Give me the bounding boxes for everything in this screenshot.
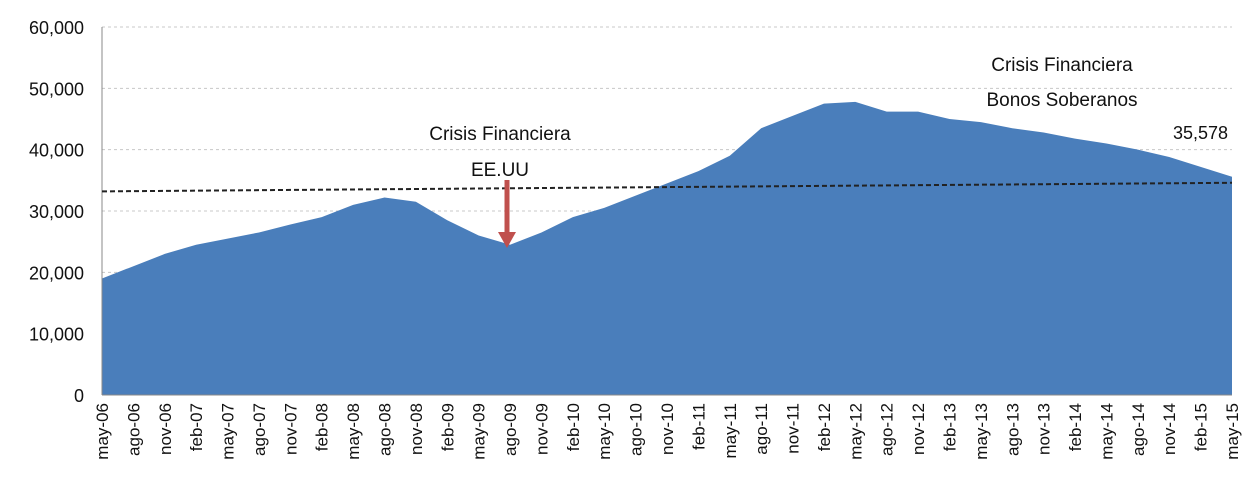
y-tick-label: 20,000 xyxy=(29,263,84,283)
reference-line xyxy=(101,181,1233,193)
annotation: Crisis Financiera xyxy=(429,124,571,145)
x-tick-label: nov-08 xyxy=(407,403,426,455)
x-tick-label: nov-11 xyxy=(784,403,803,454)
x-tick-label: feb-11 xyxy=(689,403,708,450)
x-tick-label: nov-12 xyxy=(909,403,928,455)
x-tick-label: may-15 xyxy=(1223,403,1242,460)
x-tick-label: feb-09 xyxy=(438,403,457,451)
y-tick-label: 10,000 xyxy=(29,325,84,345)
x-tick-label: nov-10 xyxy=(658,403,677,455)
plot: 0 10,000 20,000 30,000 40,000 50,000 60,000 may… xyxy=(29,18,1242,460)
x-tick-label: may-12 xyxy=(846,403,865,460)
x-tick-label: ago-10 xyxy=(627,403,646,456)
x-tick-label: ago-12 xyxy=(878,403,897,456)
x-tick-label: may-08 xyxy=(344,403,363,460)
arrow-head xyxy=(498,232,516,248)
x-tick-label: ago-06 xyxy=(124,403,143,456)
annotation: Crisis Financiera xyxy=(991,55,1133,76)
x-tick-label: may-07 xyxy=(219,403,238,460)
x-tick-label: may-14 xyxy=(1097,403,1116,460)
y-tick-label: 0 xyxy=(74,386,84,406)
x-tick-label: feb-07 xyxy=(187,403,206,451)
x-tick-label: may-11 xyxy=(721,403,740,458)
x-tick-label: nov-09 xyxy=(532,403,551,455)
x-tick-label: nov-13 xyxy=(1035,403,1054,455)
x-tick-label: ago-13 xyxy=(1003,403,1022,456)
x-tick-label: ago-08 xyxy=(376,403,395,456)
x-tick-label: ago-09 xyxy=(501,403,520,456)
annotation: Bonos Soberanos xyxy=(986,90,1137,111)
x-tick-label: may-10 xyxy=(595,403,614,460)
x-tick-label: feb-08 xyxy=(313,403,332,451)
x-tick-label: ago-11 xyxy=(752,403,771,455)
area xyxy=(102,101,1232,396)
x-tick-label: feb-13 xyxy=(941,403,960,451)
x-tick-label: ago-14 xyxy=(1129,403,1148,456)
x-tick-label: nov-07 xyxy=(281,403,300,455)
y-tick-label: 30,000 xyxy=(29,202,84,222)
y-tick-label: 50,000 xyxy=(29,79,84,99)
annotation: EE.UU xyxy=(471,160,529,181)
x-tick-label: ago-07 xyxy=(250,403,269,456)
x-tick-label: nov-14 xyxy=(1160,403,1179,455)
data-label: 35,578 xyxy=(1173,123,1228,143)
x-tick-label: feb-14 xyxy=(1066,403,1085,451)
x-tick-label: feb-15 xyxy=(1192,403,1211,451)
x-tick-label: may-06 xyxy=(93,403,112,460)
x-tick-label: nov-06 xyxy=(156,403,175,455)
x-tick-label: may-09 xyxy=(470,403,489,460)
x-tick-label: may-13 xyxy=(972,403,991,460)
y-tick-label: 60,000 xyxy=(29,18,84,38)
x-tick-label: feb-10 xyxy=(564,403,583,451)
y-tick-label: 40,000 xyxy=(29,141,84,161)
x-tick-label: feb-12 xyxy=(815,403,834,451)
